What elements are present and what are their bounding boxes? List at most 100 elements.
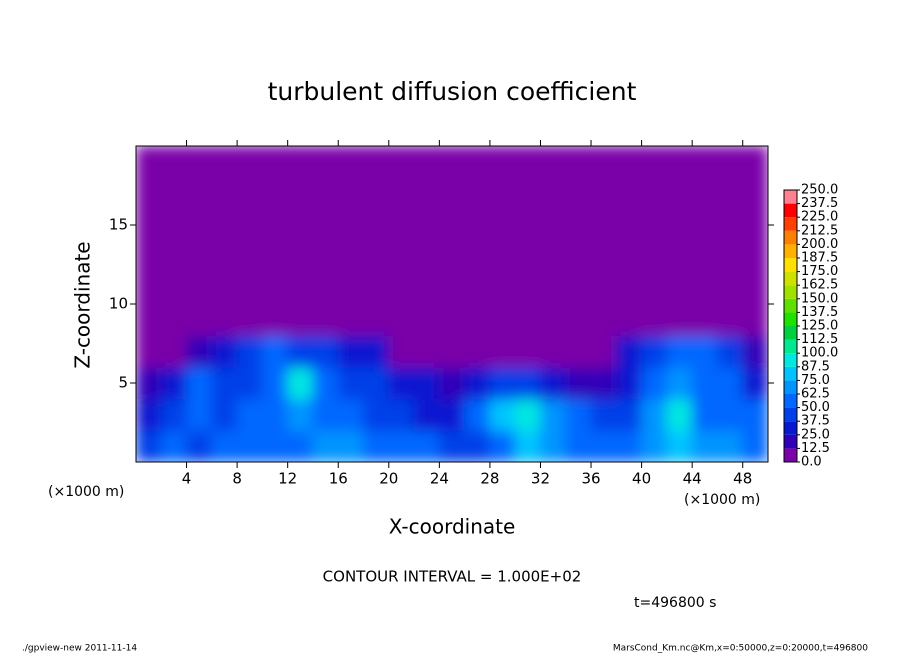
colorbar-swatch — [784, 353, 797, 367]
heatmap-cell — [691, 240, 718, 273]
heatmap-cell — [590, 366, 617, 400]
heatmap-cell — [211, 146, 238, 179]
x-unit-left: (×1000 m) — [48, 484, 124, 500]
colorbar-label: 137.5 — [801, 305, 838, 320]
heatmap-cell — [438, 271, 466, 305]
heatmap-cell — [236, 208, 263, 242]
heatmap-cell — [287, 177, 314, 210]
chart-title: turbulent diffusion coefficient — [268, 77, 637, 106]
colorbar-swatch — [784, 339, 797, 354]
heatmap-cell — [716, 177, 744, 210]
heatmap-cell — [160, 398, 188, 431]
heatmap-cell — [261, 271, 289, 305]
colorbar-swatch — [784, 312, 797, 326]
heatmap-cell — [388, 177, 415, 210]
heatmap-cell — [565, 271, 592, 305]
heatmap-cell — [691, 177, 718, 210]
heatmap-cell — [590, 208, 617, 242]
heatmap-cell — [236, 146, 263, 179]
heatmap-cell — [641, 429, 668, 462]
heatmap-cell — [489, 240, 516, 273]
heatmap-cell — [691, 146, 718, 179]
heatmap-cell — [388, 303, 415, 337]
heatmap-cell — [489, 335, 516, 368]
heatmap-cell — [489, 208, 516, 242]
heatmap-cell — [363, 271, 390, 305]
x-tick-label: 36 — [581, 470, 600, 488]
colorbar-swatch — [784, 380, 797, 394]
colorbar-label: 125.0 — [801, 319, 838, 334]
heatmap-cell — [136, 271, 162, 305]
heatmap-cell — [489, 366, 516, 400]
heatmap-cell — [388, 429, 415, 462]
y-tick-label: 15 — [109, 216, 128, 234]
heatmap-cell — [742, 303, 768, 337]
heatmap-cell — [565, 208, 592, 242]
heatmap-cell — [136, 146, 162, 179]
heatmap-cell — [388, 366, 415, 400]
heatmap-cell — [136, 208, 162, 242]
heatmap-cell — [615, 303, 643, 337]
x-tick-label: 40 — [632, 470, 651, 488]
heatmap-cell — [666, 303, 693, 337]
colorbar-label: 150.0 — [801, 291, 838, 306]
colorbar-label: 25.0 — [801, 427, 830, 442]
heatmap-cell — [514, 366, 541, 400]
heatmap-cell — [742, 335, 768, 368]
heatmap-cell — [413, 335, 440, 368]
heatmap-cell — [363, 240, 390, 273]
heatmap-cell — [565, 366, 592, 400]
x-axis-label: X-coordinate — [389, 515, 516, 539]
heatmap-cell — [413, 429, 440, 462]
colorbar-swatch — [784, 394, 797, 408]
heatmap-cell — [388, 271, 415, 305]
heatmap-cell — [211, 366, 238, 400]
heatmap-cell — [337, 240, 365, 273]
colorbar-label: 187.5 — [801, 251, 838, 266]
heatmap-cell — [261, 146, 289, 179]
heatmap-cell — [641, 398, 668, 431]
heatmap-cell — [438, 177, 466, 210]
heatmap-cell — [539, 240, 567, 273]
y-axis-label: Z-coordinate — [71, 241, 95, 368]
colorbar-swatch — [784, 217, 797, 231]
heatmap-cell — [742, 208, 768, 242]
heatmap-cell — [691, 398, 718, 431]
colorbar-swatch — [784, 298, 797, 313]
colorbar-swatch — [784, 421, 797, 435]
heatmap-cell — [236, 303, 263, 337]
plot-area — [136, 146, 768, 462]
heatmap-cell — [363, 398, 390, 431]
heatmap-cell — [363, 208, 390, 242]
heatmap-cell — [312, 303, 339, 337]
heatmap-cell — [716, 429, 744, 462]
heatmap-cell — [186, 177, 213, 210]
heatmap-cell — [716, 208, 744, 242]
heatmap-cell — [666, 335, 693, 368]
y-tick-label: 10 — [109, 295, 128, 313]
colorbar-label: 200.0 — [801, 237, 838, 252]
heatmap-cell — [363, 177, 390, 210]
heatmap-cell — [565, 335, 592, 368]
heatmap-cell — [438, 303, 466, 337]
heatmap-cell — [716, 335, 744, 368]
heatmap-cell — [413, 303, 440, 337]
heatmap-cell — [337, 208, 365, 242]
heatmap-cell — [464, 271, 491, 305]
heatmap-cell — [236, 240, 263, 273]
heatmap-cell — [691, 208, 718, 242]
heatmap-cell — [211, 177, 238, 210]
heatmap-cell — [160, 240, 188, 273]
heatmap-cell — [337, 177, 365, 210]
heatmap-cell — [691, 271, 718, 305]
heatmap-cell — [742, 271, 768, 305]
colorbar-label: 237.5 — [801, 196, 838, 211]
heatmap-cell — [539, 146, 567, 179]
heatmap-cell — [666, 271, 693, 305]
heatmap-cell — [186, 271, 213, 305]
colorbar-label: 212.5 — [801, 223, 838, 238]
heatmap-cell — [160, 146, 188, 179]
heatmap-cell — [691, 303, 718, 337]
